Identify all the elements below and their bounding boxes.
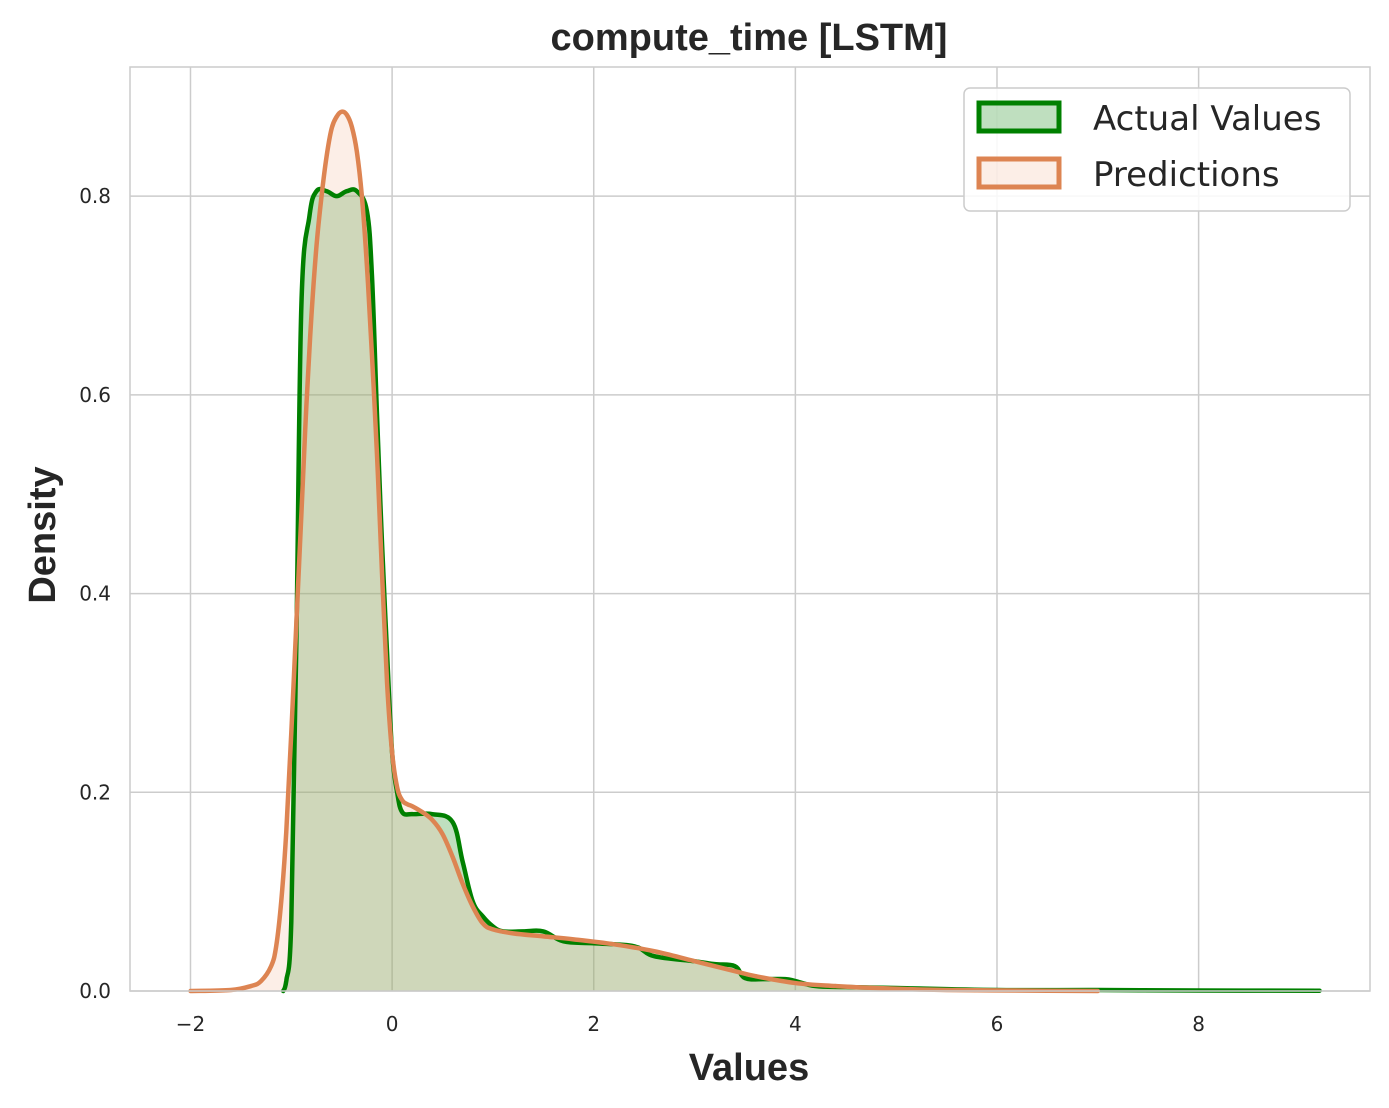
y-tick-label: 0.8 [79, 184, 111, 208]
area-fill-layer [190, 111, 1320, 992]
legend-label-predictions: Predictions [1093, 155, 1280, 195]
y-tick-label: 0.0 [79, 979, 111, 1003]
y-tick-label: 0.6 [79, 383, 111, 407]
legend: Actual Values Predictions [963, 87, 1351, 212]
x-tick-label: 8 [1192, 1012, 1205, 1036]
plot-frame [129, 66, 1371, 992]
x-tick-label: 6 [991, 1012, 1004, 1036]
area-fill-predictions [190, 111, 1098, 992]
legend-label-actual-values: Actual Values [1093, 99, 1321, 139]
y-tick-label: 0.4 [79, 582, 111, 606]
x-tick-label: 2 [587, 1012, 600, 1036]
x-tick-label: 0 [386, 1012, 399, 1036]
x-tick-label: 4 [789, 1012, 802, 1036]
density-line-predictions [188, 109, 1101, 994]
legend-swatch-actual-values [976, 100, 1062, 134]
y-tick-label: 0.2 [79, 780, 111, 804]
chart-title: compute_time [LSTM] [551, 17, 948, 59]
x-tick-label: −2 [176, 1012, 205, 1036]
tick-label-layer: −2 0 2 4 6 8 0.0 0.2 0.4 0.6 0.8 [79, 184, 1205, 1036]
legend-swatch-predictions [976, 156, 1062, 190]
density-line-layer [188, 109, 1322, 994]
area-fill-actual-values [283, 188, 1320, 992]
density-line-actual-values [280, 186, 1322, 994]
x-axis-label: Values [689, 1047, 809, 1089]
y-axis-label: Density [22, 466, 64, 603]
